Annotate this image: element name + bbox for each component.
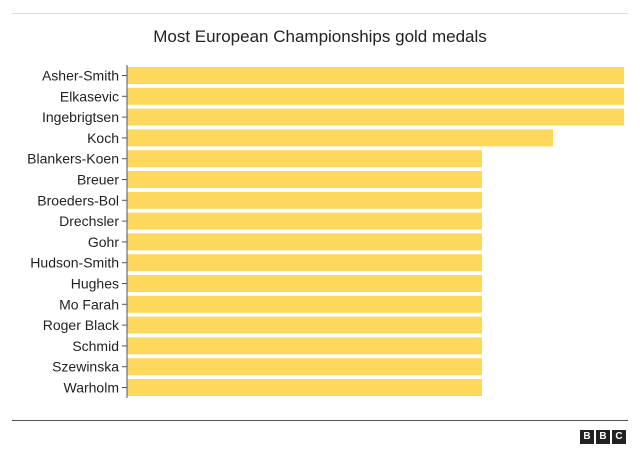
- category-label: Koch: [87, 130, 119, 146]
- category-label: Breuer: [77, 172, 119, 188]
- category-label: Warholm: [64, 380, 120, 396]
- logo-letter: B: [596, 430, 610, 444]
- bar-koch: [127, 129, 553, 147]
- category-label: Drechsler: [59, 213, 119, 229]
- bar-breuer: [127, 171, 482, 188]
- category-label: Blankers-Koen: [27, 151, 119, 167]
- category-label: Hudson-Smith: [30, 255, 119, 271]
- bar-hughes: [127, 275, 482, 292]
- category-label: Szewinska: [52, 359, 119, 375]
- bar-schmid: [127, 337, 482, 355]
- category-label: Mo Farah: [59, 296, 119, 312]
- category-label: Schmid: [72, 338, 119, 354]
- category-label: Broeders-Bol: [37, 192, 119, 208]
- category-label: Ingebrigtsen: [42, 109, 119, 125]
- bar-asher-smith: [127, 67, 624, 84]
- bar-roger-black: [127, 316, 482, 334]
- logo-letter: B: [580, 430, 594, 444]
- category-label: Elkasevic: [60, 88, 119, 104]
- bar-elkasevic: [127, 87, 624, 105]
- bar-ingebrigtsen: [127, 108, 624, 126]
- bottom-rule: [12, 420, 628, 421]
- top-rule: [12, 13, 628, 14]
- bar-broeders-bol: [127, 191, 482, 209]
- bar-mo-farah: [127, 295, 482, 313]
- bar-blankers-koen: [127, 150, 482, 168]
- bars-group: [127, 67, 624, 396]
- labels-group: Asher-Smith Elkasevic Ingebrigtsen Koch Blan…: [27, 68, 127, 396]
- bar-warholm: [127, 379, 482, 396]
- category-label: Hughes: [71, 276, 119, 292]
- bar-hudson-smith: [127, 254, 482, 272]
- bar-szewinska: [127, 358, 482, 376]
- bar-drechsler: [127, 212, 482, 230]
- category-label: Roger Black: [43, 317, 120, 333]
- bbc-logo: B B C: [580, 430, 626, 444]
- logo-letter: C: [612, 430, 626, 444]
- category-label: Gohr: [88, 234, 119, 250]
- category-label: Asher-Smith: [42, 68, 119, 84]
- bar-gohr: [127, 233, 482, 251]
- chart-title: Most European Championships gold medals: [153, 27, 487, 46]
